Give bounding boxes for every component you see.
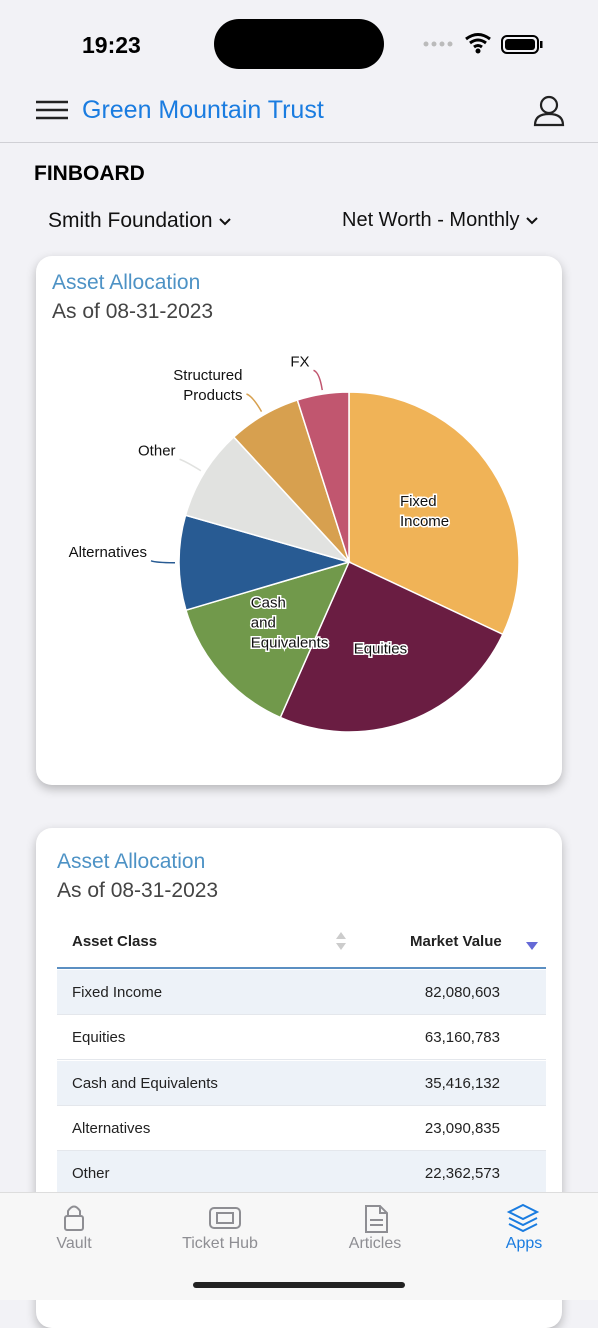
market-value: 22,362,573 [424,1165,500,1183]
chevron [526,217,538,225]
status-icons [423,33,543,54]
market-value: 63,160,783 [424,1029,500,1047]
slice-label: Structured Products [173,367,242,404]
sort-icon[interactable] [334,930,348,952]
screen: 19:23 Green Mountain Trust FINBOARD Smit… [0,19,598,1328]
slice-label: Alternatives [69,544,147,561]
pie-slice [184,435,352,564]
tab[interactable]: Articles [348,1235,402,1252]
slice-label: Other [138,442,176,459]
table-row[interactable]: Alternatives 23,090,835 [57,1105,546,1151]
column-header[interactable]: Asset Class [72,933,158,950]
chart-card: Asset Allocation As of 08-31-2023 Fixed I… [36,256,562,785]
home-indicator [193,1282,405,1288]
chart-title: Asset Allocation [52,271,201,294]
tab[interactable]: Vault [56,1235,92,1252]
table-row[interactable]: Equities 63,160,783 [57,1015,546,1061]
market-value: 23,090,835 [424,1119,500,1137]
table-row[interactable]: Cash and Equivalents 35,416,132 [57,1060,546,1106]
slice-label: Equities [354,641,407,658]
entity-label: Smith Foundation [48,209,213,232]
tab[interactable]: Apps [505,1235,543,1252]
leader-line [150,560,176,564]
vault-icon [64,1215,84,1231]
leader-line [179,458,202,472]
app-title: Green Mountain Trust [82,96,324,124]
header-rule [57,967,546,969]
market-value: 82,080,603 [424,984,500,1001]
slice-label: Fixed Income [400,493,449,530]
asset-class: Equities [72,1029,126,1047]
leader-line [246,393,263,412]
table-row[interactable]: Fixed Income 82,080,603 [57,970,546,1015]
pie-slice [178,514,352,612]
leader-line [313,369,323,391]
article-icon [365,1205,388,1233]
apps-icon [506,1203,540,1233]
page-title: FINBOARD [34,162,145,185]
asset-class: Cash and Equivalents [72,1074,218,1092]
sort-icon[interactable] [525,940,539,952]
slice-label: Cash and Equivalents [251,595,329,652]
profile-button[interactable] [532,94,566,128]
chart-subtitle: As of 08-31-2023 [52,300,214,323]
asset-class: Fixed Income [72,984,163,1001]
view-dropdown[interactable]: Net Worth - Monthly [342,209,539,232]
entity-dropdown[interactable]: Smith Foundation [48,209,232,233]
pie-chart: Fixed Income Equities Cash and Equivalents Alt… [69,353,520,733]
asset-class: Alternatives [72,1119,151,1137]
table-title: Asset Allocation [57,850,206,873]
pie-slice [296,391,350,563]
table-subtitle: As of 08-31-2023 [57,879,219,902]
header-divider [0,142,598,143]
tab-icons [64,1203,540,1233]
menu-button[interactable] [34,98,70,124]
view-label: Net Worth - Monthly [342,209,520,231]
status-time: 19:23 [82,32,141,58]
asset-class: Other [72,1165,110,1183]
slice-label: FX [290,353,309,370]
pie-slice [348,391,520,636]
chevron [219,218,232,226]
table-row[interactable]: Other 22,362,573 [57,1151,546,1197]
pie-slice [185,560,351,719]
market-value: 35,416,132 [424,1074,500,1092]
ticket-icon [209,1207,241,1229]
pie-slice [279,560,504,733]
tab[interactable]: Ticket Hub [182,1235,258,1252]
dynamic-island [214,19,384,69]
column-header[interactable]: Market Value [410,933,502,950]
